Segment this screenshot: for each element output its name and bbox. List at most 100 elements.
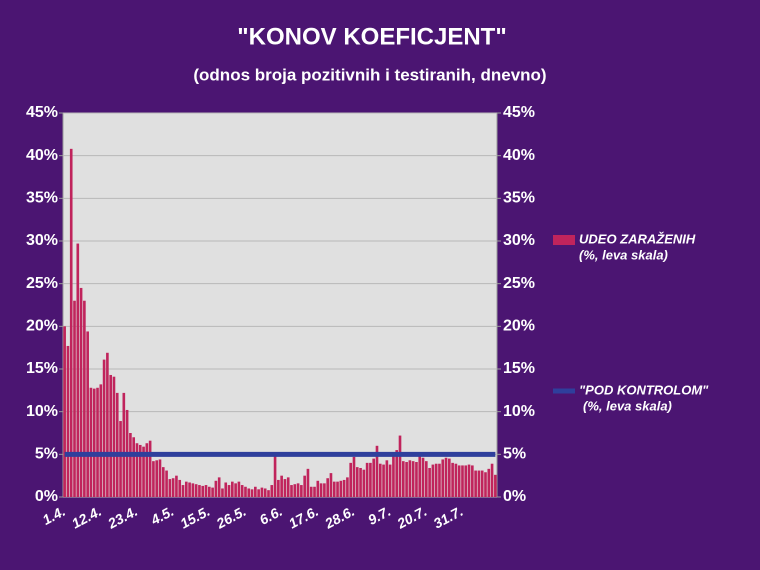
bar xyxy=(323,483,326,497)
bar xyxy=(188,482,191,497)
bar xyxy=(96,387,99,497)
bar xyxy=(247,488,251,497)
bar xyxy=(424,461,428,497)
bar xyxy=(122,392,126,497)
y-tick-label: 30% xyxy=(26,232,58,249)
bar xyxy=(194,484,198,497)
bar xyxy=(135,443,139,497)
bar xyxy=(102,359,106,497)
bar xyxy=(461,465,464,497)
bar xyxy=(477,470,481,497)
y2-tick-label: 15% xyxy=(503,360,535,377)
bar xyxy=(434,463,438,497)
bar xyxy=(319,483,323,497)
bar xyxy=(362,469,366,497)
legend-label: "POD KONTROLOM" xyxy=(579,382,709,397)
bar xyxy=(398,435,402,497)
bar xyxy=(63,326,66,497)
bar xyxy=(365,462,369,497)
bar xyxy=(431,464,435,497)
bar xyxy=(309,486,313,497)
plot-area xyxy=(62,112,498,498)
bar xyxy=(152,461,155,497)
bar xyxy=(175,475,178,497)
y-tick-label: 40% xyxy=(26,147,58,164)
y2-tick-label: 40% xyxy=(503,147,535,164)
bar xyxy=(352,456,356,497)
bar xyxy=(86,331,89,497)
bar xyxy=(224,482,228,497)
bar xyxy=(181,485,185,497)
bar xyxy=(296,483,300,497)
bar xyxy=(467,464,471,497)
bar xyxy=(382,464,385,497)
legend-label: UDEO ZARAŽENIH xyxy=(579,231,696,246)
bar xyxy=(277,479,280,497)
bar xyxy=(231,481,234,497)
bar xyxy=(457,465,461,497)
bar xyxy=(411,461,415,497)
bar xyxy=(109,374,112,497)
bar xyxy=(369,462,372,497)
bar xyxy=(148,440,152,497)
bar xyxy=(339,480,343,497)
bar xyxy=(471,465,474,497)
bar xyxy=(290,485,293,497)
bar xyxy=(448,458,451,497)
bar xyxy=(211,487,214,497)
bar xyxy=(326,478,329,497)
bar xyxy=(92,388,96,497)
bar xyxy=(254,486,257,497)
bar xyxy=(375,445,379,497)
y2-tick-label: 45% xyxy=(503,104,535,121)
bar xyxy=(161,467,165,497)
bar xyxy=(494,474,497,497)
bar xyxy=(263,488,267,497)
bar xyxy=(191,483,195,497)
bar xyxy=(480,470,484,497)
bar xyxy=(79,287,83,497)
bar xyxy=(270,485,274,497)
bar xyxy=(204,485,208,497)
bar xyxy=(329,473,333,497)
bar xyxy=(395,450,399,497)
bar xyxy=(184,481,188,497)
legend-note: (%, leva skala) xyxy=(583,398,672,413)
bar xyxy=(273,456,277,497)
bar xyxy=(346,477,349,497)
bar xyxy=(464,465,468,497)
bar xyxy=(83,300,86,497)
y-tick-label: 5% xyxy=(35,446,58,463)
bar xyxy=(240,485,244,497)
bar xyxy=(428,467,431,497)
bar xyxy=(388,464,392,497)
bar xyxy=(106,352,109,497)
y2-tick-label: 25% xyxy=(503,275,535,292)
bar xyxy=(178,479,182,497)
bar xyxy=(73,300,76,497)
bar xyxy=(171,478,175,497)
bar xyxy=(401,461,405,497)
bar xyxy=(283,479,287,497)
bar xyxy=(257,489,260,497)
bar xyxy=(142,446,145,497)
bar xyxy=(158,459,162,497)
bar xyxy=(355,467,359,497)
bar xyxy=(349,462,353,497)
y-tick-label: 35% xyxy=(26,190,58,207)
y-tick-label: 25% xyxy=(26,275,58,292)
y2-tick-label: 5% xyxy=(503,446,526,463)
bar xyxy=(227,485,231,497)
bar xyxy=(378,463,382,497)
bar xyxy=(234,483,237,497)
bar xyxy=(342,479,346,497)
bar xyxy=(250,489,254,497)
bar xyxy=(451,462,454,497)
y2-tick-label: 10% xyxy=(503,403,535,420)
bar xyxy=(132,437,136,497)
bar xyxy=(474,470,477,497)
bar xyxy=(418,454,422,497)
bar xyxy=(89,387,93,497)
bar xyxy=(405,462,408,497)
bar xyxy=(385,460,389,497)
